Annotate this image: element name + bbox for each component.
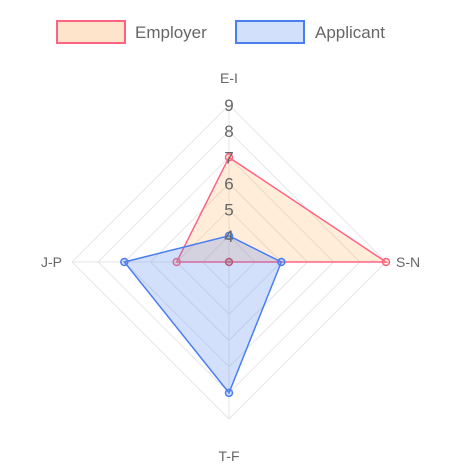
data-point-applicant-e-i xyxy=(224,231,234,241)
legend-item-employer[interactable]: Employer xyxy=(56,20,207,44)
tick-label-8: 8 xyxy=(224,122,233,141)
radar-tick-labels: 4 5 6 7 8 9 xyxy=(224,96,233,246)
series-area-applicant xyxy=(123,235,283,395)
data-point-applicant-j-p xyxy=(120,257,129,267)
legend-swatch-applicant xyxy=(235,20,305,44)
legend-swatch-employer xyxy=(56,20,126,44)
radar-center-point xyxy=(225,258,233,266)
axis-label-e-i: E-I xyxy=(220,70,238,86)
legend: Employer Applicant xyxy=(56,20,385,44)
axis-label-s-n: S-N xyxy=(396,254,420,270)
data-point-applicant-t-f xyxy=(224,388,234,398)
axis-label-j-p: J-P xyxy=(41,254,62,270)
tick-label-9: 9 xyxy=(224,96,233,115)
legend-item-applicant[interactable]: Applicant xyxy=(235,20,385,44)
data-point-employer-t-f xyxy=(224,257,234,267)
radar-series xyxy=(120,153,391,398)
data-point-applicant-s-n xyxy=(277,257,286,267)
data-point-employer-j-p xyxy=(172,257,181,267)
data-point-employer-e-i xyxy=(224,153,234,162)
legend-label-employer: Employer xyxy=(135,23,207,42)
tick-label-6: 6 xyxy=(224,175,233,194)
axis-label-t-f: T-F xyxy=(219,448,240,464)
radar-axis-labels: E-I S-N T-F J-P xyxy=(41,70,420,464)
data-point-employer-s-n xyxy=(381,257,391,267)
tick-label-7: 7 xyxy=(224,148,233,167)
tick-label-5: 5 xyxy=(224,201,233,220)
tick-label-4: 4 xyxy=(224,227,233,246)
legend-label-applicant: Applicant xyxy=(315,23,385,42)
